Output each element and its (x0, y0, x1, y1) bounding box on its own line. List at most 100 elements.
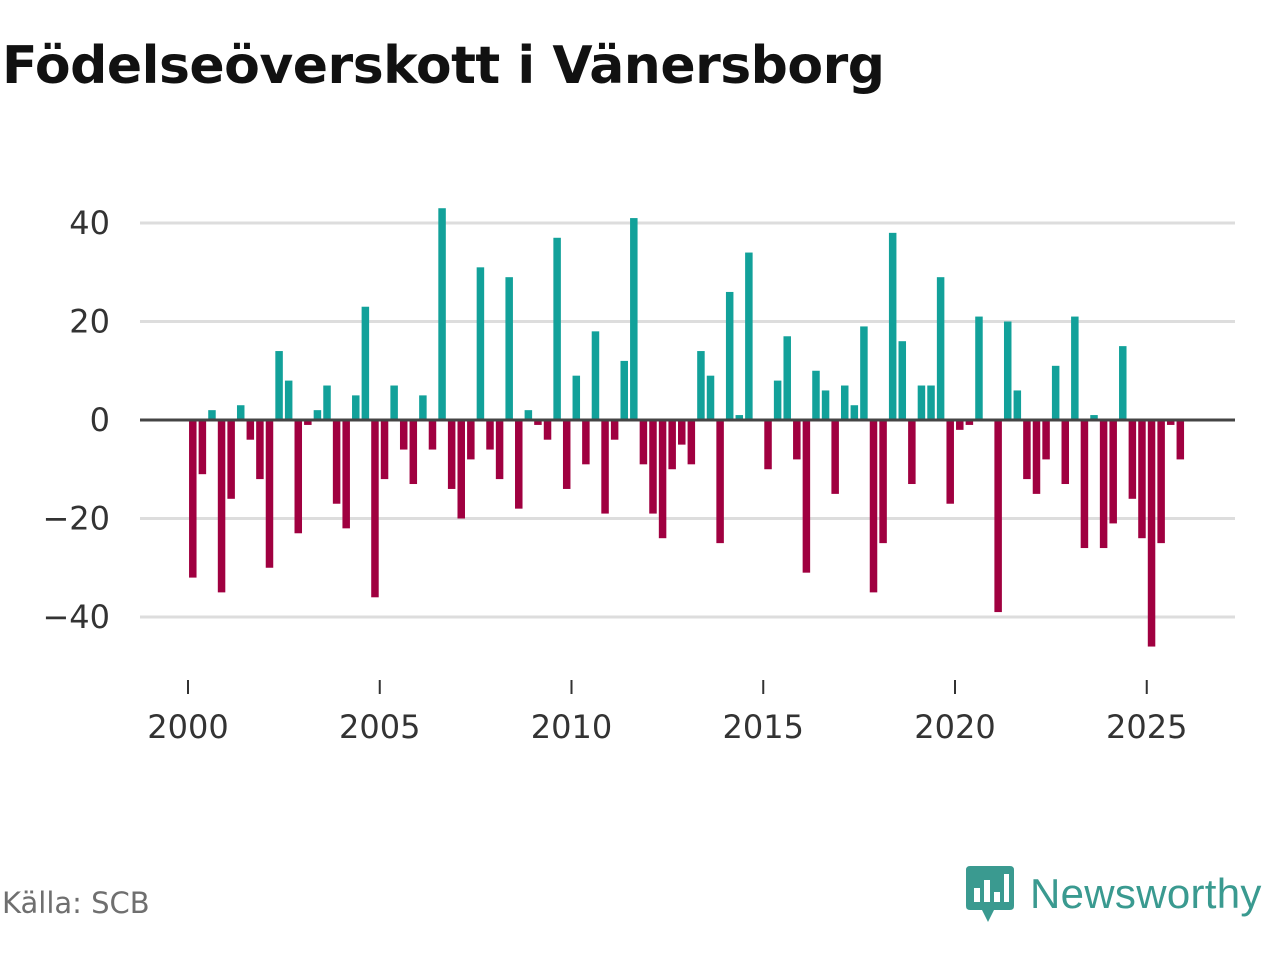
y-tick-label: 0 (90, 401, 110, 439)
bars (189, 208, 1185, 647)
bar (1099, 420, 1108, 549)
bar (323, 385, 331, 420)
bar (390, 385, 398, 420)
source-note: Källa: SCB (2, 886, 150, 920)
x-tick-label: 2010 (531, 708, 612, 746)
x-tick-label: 2005 (339, 708, 420, 746)
bar (495, 420, 504, 480)
y-tick-label: −20 (42, 500, 110, 538)
bar (946, 420, 954, 504)
bar (821, 390, 830, 420)
bar (515, 420, 523, 509)
bar (236, 405, 245, 420)
bar (342, 420, 350, 529)
bar (380, 420, 389, 480)
y-tick-label: −40 (42, 598, 110, 636)
bar (1071, 316, 1079, 420)
bar (562, 420, 571, 489)
bar (908, 420, 916, 485)
bar (217, 420, 226, 593)
y-tick-label: 20 (69, 303, 110, 341)
bar (1032, 420, 1041, 494)
bar (927, 385, 935, 420)
bar (936, 277, 945, 420)
y-tick-label: 40 (69, 204, 110, 242)
bar (352, 395, 360, 421)
bar (1061, 420, 1070, 485)
bar (649, 420, 657, 514)
bar (783, 336, 791, 420)
bar (1109, 420, 1117, 524)
bar (697, 351, 705, 420)
bar (840, 385, 849, 420)
bar (898, 341, 907, 420)
bar (457, 420, 465, 519)
bar (1147, 420, 1156, 647)
x-tick-label: 2000 (147, 708, 228, 746)
x-tick-label: 2020 (914, 708, 995, 746)
bar (198, 420, 207, 475)
bar (610, 420, 619, 440)
bar (524, 410, 533, 420)
bar (447, 420, 456, 489)
bar (687, 420, 696, 465)
bar (246, 420, 255, 440)
bar (1157, 420, 1165, 544)
bar (1051, 365, 1060, 420)
gridlines (140, 221, 1235, 619)
bar (802, 420, 811, 573)
bar (917, 385, 926, 420)
bar (467, 420, 475, 460)
newsworthy-icon (966, 866, 1014, 922)
bar (409, 420, 418, 485)
y-axis: 40 20 0 −20 −40 (42, 204, 110, 636)
bar (678, 420, 686, 445)
x-tick-label: 2025 (1106, 708, 1187, 746)
bar (812, 370, 820, 420)
bar (716, 420, 724, 544)
bar (850, 405, 859, 420)
bar (1090, 415, 1098, 420)
bar (1166, 420, 1175, 425)
bar (361, 306, 370, 420)
bar (189, 420, 197, 578)
bar (371, 420, 379, 598)
bar (706, 375, 715, 420)
bar (419, 395, 427, 421)
bar (860, 326, 868, 420)
bar (428, 420, 437, 450)
bar (1042, 420, 1050, 460)
bar (1013, 390, 1022, 420)
bar (256, 420, 264, 480)
bar (505, 277, 513, 420)
brand-name: Newsworthy (1030, 870, 1262, 917)
bar (831, 420, 839, 494)
bar (313, 410, 322, 420)
bar (227, 420, 235, 499)
bar (965, 420, 974, 425)
bar (534, 420, 542, 425)
bar (1128, 420, 1137, 499)
bar (620, 360, 628, 420)
bar (601, 420, 609, 514)
bar (668, 420, 676, 470)
bar (994, 420, 1002, 613)
bar (399, 420, 408, 450)
bar (956, 420, 964, 430)
brand-logo[interactable]: Newsworthy (964, 864, 1262, 924)
bar (639, 420, 648, 465)
bar (764, 420, 772, 470)
bar (284, 380, 293, 420)
bar (1119, 346, 1127, 421)
bar (1080, 420, 1089, 549)
bar (1003, 321, 1012, 420)
bar (304, 420, 312, 425)
bar (332, 420, 341, 504)
bar (793, 420, 801, 460)
bar (1138, 420, 1146, 539)
bar (208, 410, 216, 420)
bar (582, 420, 590, 465)
bar (486, 420, 494, 450)
bar (543, 420, 552, 440)
